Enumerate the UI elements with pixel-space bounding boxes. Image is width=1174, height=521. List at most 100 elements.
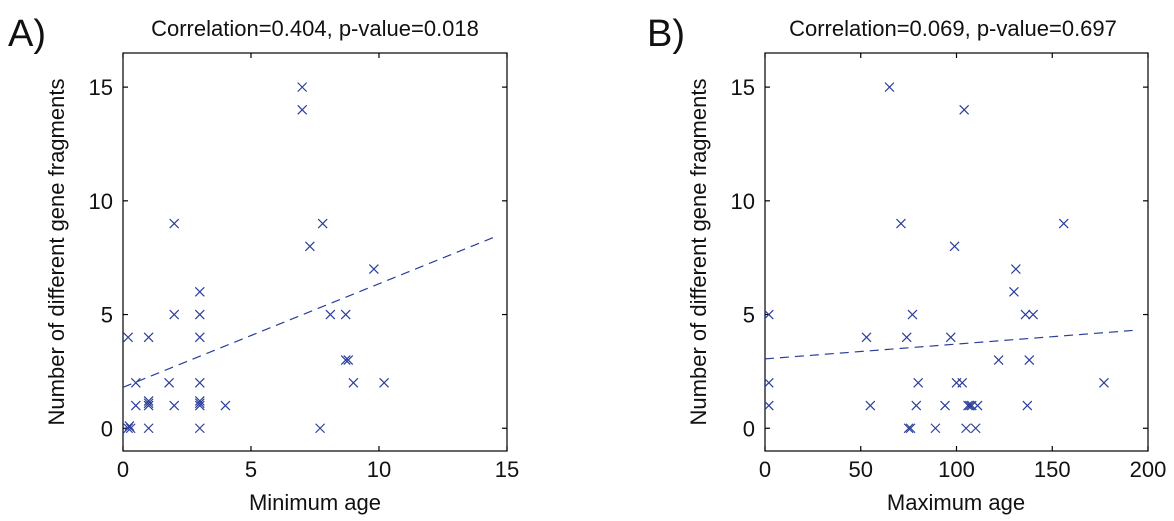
data-point-marker (220, 400, 231, 411)
y-tick-label: 0 (743, 416, 755, 441)
data-point-marker (343, 355, 354, 365)
data-point-marker (169, 309, 180, 320)
y-tick-label: 10 (89, 189, 113, 214)
data-point-marker (865, 400, 876, 411)
data-point-marker (963, 400, 973, 411)
data-point-marker (194, 423, 205, 434)
panel-a-y-axis-label: Number of different gene fragments (44, 79, 69, 426)
data-point-marker (903, 423, 914, 434)
panel-a-title: Correlation=0.404, p-value=0.018 (151, 16, 479, 41)
y-tick-label: 5 (743, 303, 755, 328)
panel-b-axes-box (764, 52, 1149, 452)
data-point-marker (143, 398, 154, 409)
data-point-marker (763, 377, 774, 388)
panel-b-trend-line (764, 329, 1133, 360)
data-point-marker (961, 423, 971, 434)
data-point-marker (861, 332, 872, 343)
data-point-marker (896, 218, 906, 229)
panel-b-ticks: 0 50 100 150 200 0 5 10 15 (731, 53, 1166, 482)
data-point-marker (1020, 309, 1031, 320)
data-point-marker (297, 82, 308, 93)
data-point-marker (340, 355, 351, 365)
data-point-marker (315, 423, 326, 434)
data-point-marker (143, 396, 154, 406)
data-point-marker (194, 332, 205, 343)
panel-a-x-axis-label: Minimum age (249, 490, 381, 515)
data-point-marker (194, 400, 205, 411)
data-point-marker (945, 332, 956, 343)
data-point-marker (972, 400, 983, 411)
data-point-marker (905, 423, 916, 434)
x-tick-label: 10 (367, 457, 391, 482)
panel-a-label: A) (8, 13, 46, 55)
panel-a: A) Correlation=0.404, p-value=0.018 0 5 10… (8, 13, 519, 515)
panel-b-x-axis-label: Maximum age (887, 490, 1025, 515)
data-point-marker (297, 104, 308, 115)
data-point-marker (940, 400, 950, 411)
data-point-marker (194, 286, 205, 297)
data-point-marker (143, 332, 154, 343)
data-point-marker (130, 400, 141, 411)
y-tick-label: 15 (731, 75, 755, 100)
panel-b-y-axis-label: Number of different gene fragments (686, 79, 711, 426)
x-tick-label: 150 (1034, 457, 1071, 482)
data-point-marker (124, 421, 135, 431)
data-point-marker (194, 377, 205, 388)
data-point-marker (368, 264, 379, 274)
data-point-marker (123, 423, 134, 434)
y-tick-label: 5 (101, 303, 113, 328)
panel-b-title: Correlation=0.069, p-value=0.697 (789, 16, 1117, 41)
data-point-marker (194, 398, 205, 409)
data-point-marker (169, 400, 180, 411)
panel-a-markers (123, 82, 390, 434)
panel-a-ticks: 0 5 10 15 0 5 10 15 (89, 53, 519, 482)
data-point-marker (957, 377, 968, 388)
data-point-marker (325, 309, 336, 320)
data-point-marker (1099, 377, 1109, 388)
panel-b-label: B) (647, 13, 685, 55)
panel-b: B) Correlation=0.069, p-value=0.697 0 50 1… (647, 13, 1166, 515)
x-tick-label: 15 (495, 457, 519, 482)
data-point-marker (949, 241, 960, 252)
data-point-marker (1028, 309, 1039, 320)
data-point-marker (125, 423, 136, 434)
data-point-marker (993, 355, 1004, 365)
data-point-marker (970, 423, 981, 434)
data-point-marker (143, 423, 154, 434)
data-point-marker (964, 400, 975, 411)
data-point-marker (959, 104, 970, 115)
data-point-marker (1058, 218, 1069, 229)
data-point-marker (907, 309, 918, 320)
data-point-marker (340, 309, 351, 320)
x-tick-label: 0 (117, 457, 129, 482)
data-point-marker (194, 396, 205, 406)
panel-a-trend-line (122, 236, 495, 388)
data-point-marker (317, 218, 328, 229)
data-point-marker (1022, 400, 1033, 411)
data-point-marker (1009, 286, 1019, 297)
y-tick-label: 15 (89, 75, 113, 100)
data-point-marker (164, 377, 175, 388)
data-point-marker (379, 377, 390, 388)
x-tick-label: 50 (849, 457, 873, 482)
data-point-marker (763, 400, 774, 411)
data-point-marker (1024, 355, 1035, 365)
data-point-marker (1010, 264, 1021, 274)
data-point-marker (304, 241, 315, 252)
y-tick-label: 0 (101, 416, 113, 441)
panel-b-markers (763, 82, 1109, 434)
data-point-marker (194, 309, 205, 320)
data-point-marker (930, 423, 941, 434)
data-point-marker (884, 82, 895, 93)
data-point-marker (123, 332, 134, 343)
data-point-marker (763, 309, 774, 320)
panel-a-axes-box (122, 52, 508, 452)
data-point-marker (911, 400, 922, 411)
x-tick-label: 0 (759, 457, 771, 482)
x-tick-label: 100 (938, 457, 975, 482)
data-point-marker (913, 377, 924, 388)
data-point-marker (130, 377, 141, 388)
data-point-marker (143, 400, 154, 411)
data-point-marker (901, 332, 912, 343)
